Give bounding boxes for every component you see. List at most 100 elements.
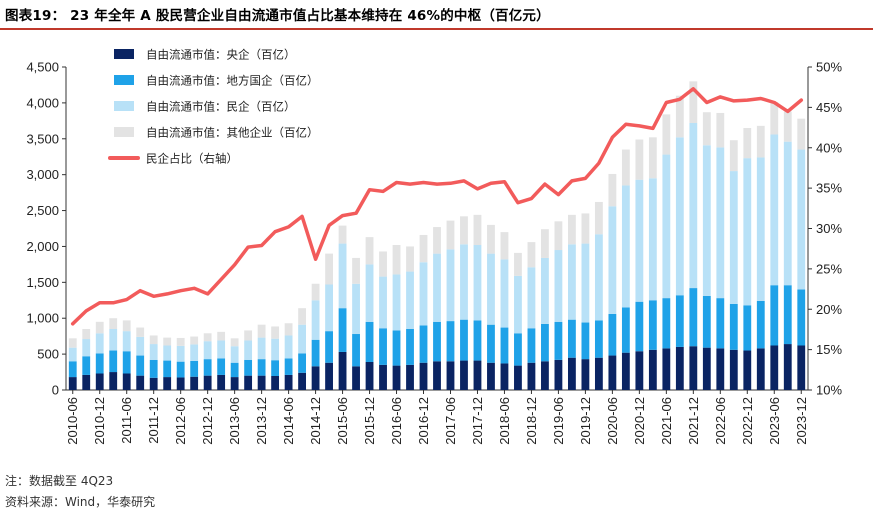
bar-other-2020-03 xyxy=(594,201,603,235)
bar-private-2015-12 xyxy=(365,264,374,322)
bar-private-2013-06 xyxy=(230,346,239,363)
bar-other-2020-09 xyxy=(621,149,630,186)
bar-private-2016-09 xyxy=(406,271,414,329)
bar-other-2017-03 xyxy=(433,227,441,254)
bar-other-2013-06 xyxy=(230,338,239,347)
y-left-tick-label: 1,500 xyxy=(26,275,59,290)
bar-other-2013-03 xyxy=(217,331,226,341)
bar-private-2011-03 xyxy=(109,328,118,351)
bar-other-2011-06 xyxy=(122,320,131,332)
bar-private-2019-09 xyxy=(567,244,576,320)
chart-title: 图表19： 23 年全年 A 股民营企业自由流通市值占比基本维持在 46%的中枢… xyxy=(5,8,550,24)
bar-other-2022-06 xyxy=(716,112,725,148)
x-tick-label: 2017-12 xyxy=(470,397,485,445)
legend-label: 自由流通市值：地方国企（百亿） xyxy=(146,74,319,88)
y-right-tick-label: 15% xyxy=(816,342,842,357)
bar-central-soe-2020-03 xyxy=(594,357,603,390)
bar-local-soe-2021-06 xyxy=(662,298,671,349)
bar-central-soe-2014-09 xyxy=(298,372,307,390)
bar-local-soe-2021-12 xyxy=(689,288,698,347)
bar-local-soe-2017-06 xyxy=(446,321,455,362)
bar-private-2011-12 xyxy=(149,344,158,360)
bar-other-2011-03 xyxy=(109,318,118,329)
bar-central-soe-2018-09 xyxy=(514,365,522,390)
x-tick-label: 2012-06 xyxy=(173,397,188,445)
bar-central-soe-2011-12 xyxy=(149,377,158,390)
bar-central-soe-2015-03 xyxy=(325,362,333,390)
bar-local-soe-2018-09 xyxy=(514,333,522,366)
bar-private-2022-09 xyxy=(729,171,738,304)
bar-other-2013-09 xyxy=(244,330,253,341)
bar-other-2016-06 xyxy=(392,245,401,275)
x-tick-label: 2019-12 xyxy=(578,397,593,445)
bar-other-2015-06 xyxy=(338,225,347,244)
bar-local-soe-2014-09 xyxy=(298,353,307,373)
bar-other-2016-09 xyxy=(406,246,414,272)
bar-other-2023-09 xyxy=(783,111,792,142)
bar-central-soe-2022-03 xyxy=(702,347,711,390)
x-tick-label: 2018-06 xyxy=(497,397,512,445)
bar-central-soe-2016-06 xyxy=(392,365,401,390)
bar-local-soe-2021-09 xyxy=(675,295,684,347)
y-left-tick-label: 500 xyxy=(37,347,59,362)
bar-other-2019-09 xyxy=(567,214,576,245)
bar-private-2018-06 xyxy=(500,259,509,328)
bar-central-soe-2012-12 xyxy=(203,375,212,390)
x-tick-label: 2013-06 xyxy=(227,397,242,445)
x-tick-label: 2020-12 xyxy=(632,397,647,445)
bar-private-2012-03 xyxy=(163,345,172,361)
bar-other-2013-12 xyxy=(257,324,266,338)
bar-central-soe-2011-06 xyxy=(122,373,131,390)
bar-other-2017-09 xyxy=(460,216,468,245)
bar-other-2021-09 xyxy=(675,95,684,138)
bar-other-2019-06 xyxy=(554,221,563,251)
bar-central-soe-2019-12 xyxy=(581,359,590,390)
bar-other-2018-03 xyxy=(487,224,495,254)
bar-private-2018-12 xyxy=(527,267,536,329)
bar-private-2013-09 xyxy=(244,340,253,360)
bar-central-soe-2022-12 xyxy=(743,350,752,390)
bar-private-2016-12 xyxy=(419,262,428,326)
bar-private-2016-03 xyxy=(379,276,387,329)
legend-label: 自由流通市值：其他企业（百亿） xyxy=(146,126,319,140)
bar-private-2011-06 xyxy=(122,331,131,352)
bar-central-soe-2020-06 xyxy=(608,355,617,390)
bar-private-2020-12 xyxy=(635,179,644,302)
bar-private-2021-06 xyxy=(662,154,671,299)
bar-private-2018-03 xyxy=(487,253,495,325)
bar-private-2019-12 xyxy=(581,243,590,323)
bar-central-soe-2013-06 xyxy=(230,377,239,390)
bar-other-2023-12 xyxy=(797,118,806,150)
bar-local-soe-2021-03 xyxy=(648,300,657,350)
x-tick-label: 2016-12 xyxy=(416,397,431,445)
bar-private-2023-12 xyxy=(797,149,806,290)
bar-central-soe-2020-09 xyxy=(621,352,630,390)
bar-private-2014-03 xyxy=(271,338,280,361)
x-tick-label: 2015-12 xyxy=(362,397,377,445)
bar-local-soe-2011-06 xyxy=(122,351,131,374)
bar-local-soe-2011-03 xyxy=(109,350,118,373)
bar-central-soe-2018-06 xyxy=(500,363,509,390)
bar-private-2015-09 xyxy=(352,283,360,335)
bar-private-2011-09 xyxy=(136,336,145,356)
bar-local-soe-2014-06 xyxy=(284,358,293,375)
bar-local-soe-2014-12 xyxy=(311,339,320,367)
bar-private-2019-06 xyxy=(554,250,563,322)
bar-private-2017-12 xyxy=(473,245,482,321)
x-tick-label: 2010-06 xyxy=(65,397,80,445)
y-left-tick-label: 2,500 xyxy=(26,203,59,218)
bar-local-soe-2017-03 xyxy=(433,321,441,362)
legend-swatch xyxy=(114,101,134,111)
bar-central-soe-2013-09 xyxy=(244,375,253,390)
bar-central-soe-2012-03 xyxy=(163,377,172,390)
bar-local-soe-2012-12 xyxy=(203,359,212,376)
bar-other-2014-09 xyxy=(298,308,307,325)
bar-other-2021-12 xyxy=(689,81,698,123)
bar-private-2015-06 xyxy=(338,243,347,309)
title-divider xyxy=(0,28,873,30)
bar-central-soe-2023-03 xyxy=(756,348,765,390)
y-right-tick-label: 30% xyxy=(816,221,842,236)
bar-central-soe-2010-06 xyxy=(68,377,77,390)
bar-local-soe-2018-03 xyxy=(487,324,495,363)
y-right-tick-label: 10% xyxy=(816,383,842,398)
